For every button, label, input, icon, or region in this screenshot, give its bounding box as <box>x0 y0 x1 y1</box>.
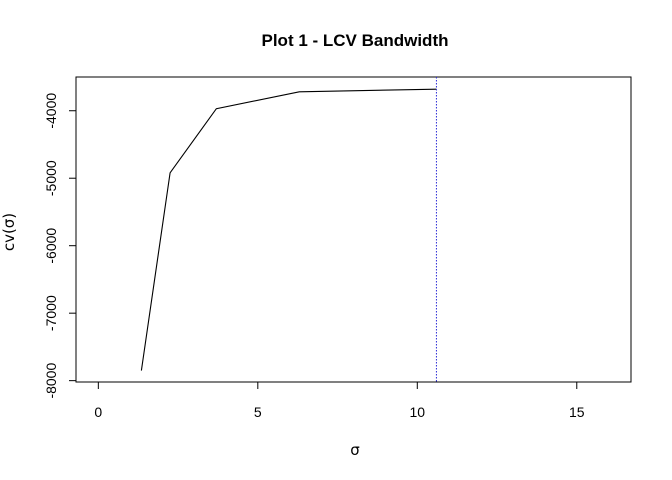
y-tick-label: -4000 <box>43 93 59 129</box>
y-axis: -8000 -7000 -6000 -5000 -4000 <box>43 93 77 399</box>
y-tick-label: -6000 <box>43 228 59 264</box>
x-tick-label: 15 <box>569 404 585 420</box>
series-line <box>140 88 437 371</box>
x-axis-label: σ <box>350 441 360 459</box>
x-tick-label: 5 <box>254 404 262 420</box>
y-tick-label: -8000 <box>43 363 59 399</box>
y-tick-label: -5000 <box>43 160 59 196</box>
chart-title: Plot 1 - LCV Bandwidth <box>262 31 449 50</box>
x-axis: 0 5 10 15 <box>94 381 585 420</box>
x-tick-label: 0 <box>94 404 102 420</box>
x-tick-label: 10 <box>410 404 426 420</box>
series-layer <box>140 88 437 371</box>
y-axis-label: cv(σ) <box>0 213 18 251</box>
plot-frame <box>75 76 632 383</box>
y-tick-label: -7000 <box>43 295 59 331</box>
